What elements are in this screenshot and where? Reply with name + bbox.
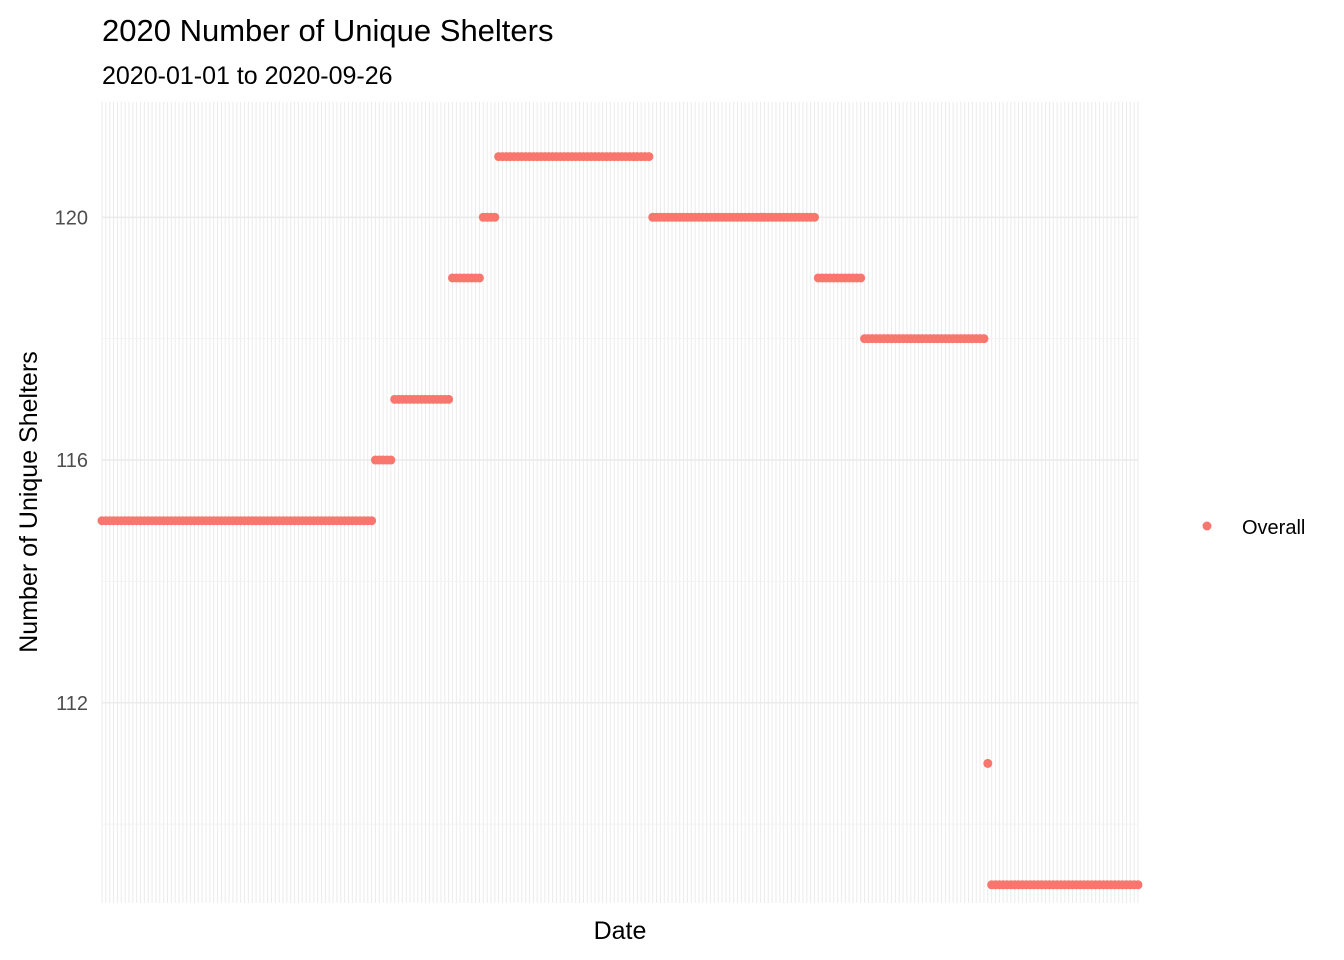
major-horizontal-grid-lines <box>102 216 1138 704</box>
data-point <box>367 516 377 526</box>
y-tick-label: 116 <box>56 450 88 472</box>
data-point <box>490 212 500 222</box>
minor-horizontal-grid-lines <box>102 338 1138 825</box>
data-point <box>474 273 484 283</box>
y-axis-tick-labels: 112 116 120 <box>55 207 88 714</box>
data-point <box>1133 880 1143 890</box>
data-point <box>983 758 993 768</box>
data-point <box>644 152 654 162</box>
chart-subtitle: 2020-01-01 to 2020-09-26 <box>102 62 393 90</box>
data-point <box>979 334 989 344</box>
data-point <box>809 212 819 222</box>
data-point <box>386 455 396 465</box>
y-tick-label: 112 <box>56 693 88 715</box>
chart-title: 2020 Number of Unique Shelters <box>102 13 553 48</box>
y-axis-title: Number of Unique Shelters <box>15 351 43 653</box>
y-tick-label: 120 <box>55 207 88 229</box>
legend-label-overall: Overall <box>1242 517 1305 539</box>
legend: Overall <box>1202 517 1305 539</box>
vertical-grid-lines <box>101 102 1139 903</box>
data-point <box>856 273 866 283</box>
data-points <box>97 152 1143 890</box>
data-point <box>444 394 454 404</box>
legend-key-overall <box>1202 521 1212 531</box>
x-axis-title: Date <box>594 917 647 945</box>
